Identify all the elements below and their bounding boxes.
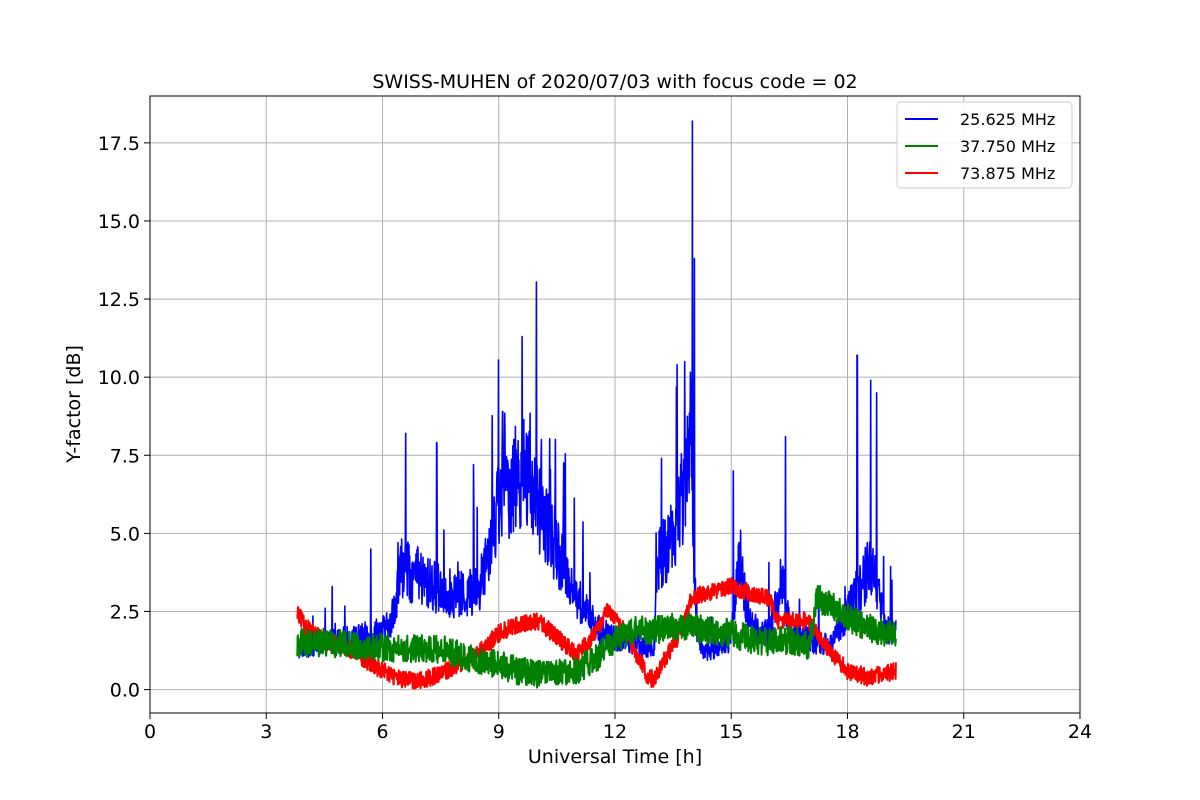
legend-box [896, 101, 1073, 189]
x-tick-label: 21 [952, 721, 976, 743]
x-tick-label: 18 [835, 721, 859, 743]
legend-label: 37.750 MHz [960, 137, 1055, 156]
y-axis-ticks: 0.0 2.5 5.0 7.5 10.0 12.5 15.0 17.5 [98, 133, 150, 702]
x-tick-label: 0 [144, 721, 156, 743]
series-line-2 [296, 577, 897, 690]
y-tick-label: 7.5 [110, 445, 140, 467]
x-tick-label: 3 [260, 721, 272, 743]
chart-title: SWISS-MUHEN of 2020/07/03 with focus cod… [372, 71, 857, 93]
y-tick-label: 10.0 [98, 367, 140, 389]
legend-entries: 25.625 MHz 37.750 MHz 73.875 MHz [905, 110, 1055, 183]
x-tick-label: 12 [603, 721, 627, 743]
y-tick-label: 0.0 [110, 680, 140, 702]
series-line-1 [296, 584, 897, 689]
y-tick-label: 2.5 [110, 601, 140, 623]
y-tick-label: 15.0 [98, 211, 140, 233]
x-tick-label: 15 [719, 721, 743, 743]
x-tick-label: 6 [376, 721, 388, 743]
x-axis-ticks: 0 3 6 9 12 15 18 21 24 [144, 713, 1092, 743]
x-axis-label: Universal Time [h] [528, 746, 702, 768]
legend-label: 25.625 MHz [960, 110, 1055, 129]
y-tick-label: 5.0 [110, 523, 140, 545]
y-axis-label: Y-factor [dB] [63, 345, 85, 464]
x-tick-label: 9 [493, 721, 505, 743]
x-tick-label: 24 [1068, 721, 1092, 743]
series-lines [296, 120, 897, 690]
legend: 25.625 MHz 37.750 MHz 73.875 MHz [896, 101, 1073, 189]
legend-label: 73.875 MHz [960, 164, 1055, 183]
y-tick-label: 12.5 [98, 289, 140, 311]
y-tick-label: 17.5 [98, 133, 140, 155]
